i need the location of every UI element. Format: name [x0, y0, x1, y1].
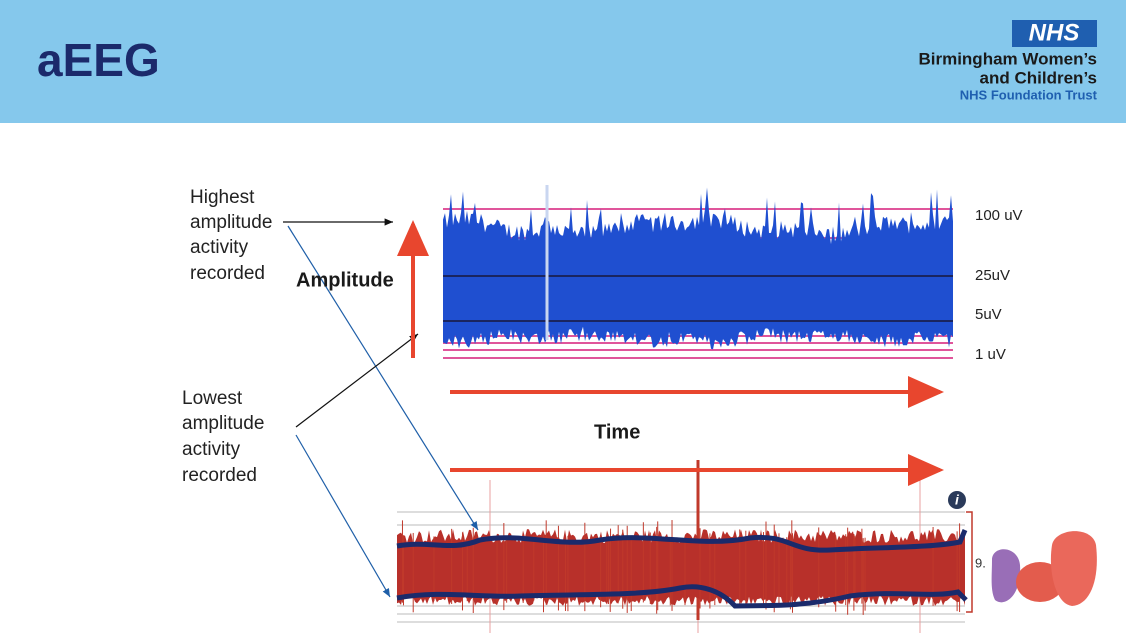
slide-title: aEEG — [37, 34, 160, 86]
scale-label: 5uV — [975, 306, 1002, 323]
decoration-leaves — [991, 531, 1097, 606]
annotation-line: activity — [182, 439, 241, 460]
annotation-line: Highest — [190, 187, 255, 208]
logo-subtitle: NHS Foundation Trust — [960, 87, 1098, 102]
scale-label: 100 uV — [975, 207, 1023, 224]
annotation-line: Lowest — [182, 388, 243, 409]
header-band — [0, 0, 1126, 123]
pointer-arrow — [295, 434, 391, 598]
annotation-line: recorded — [182, 465, 257, 486]
envelope-upper — [396, 529, 968, 553]
time-label: Time — [594, 421, 640, 443]
pointer-arrow — [295, 333, 419, 428]
leaf — [1050, 531, 1097, 606]
nhs-badge-box — [1012, 20, 1097, 47]
annotation-line: amplitude — [182, 413, 264, 434]
annotation-line: amplitude — [190, 212, 272, 233]
annotation-line: activity — [190, 237, 249, 258]
eeg-band — [443, 187, 953, 350]
logo-line: Birmingham Women’s — [918, 49, 1097, 68]
logo-line: and Children’s — [980, 68, 1097, 87]
envelope-lower — [396, 584, 968, 609]
aeeg-trace-top — [443, 185, 953, 359]
annotation-line: recorded — [190, 263, 265, 284]
aeeg-trace-bottom — [396, 460, 968, 633]
scale-label: 1 uV — [975, 346, 1006, 363]
amplitude-label: Amplitude — [296, 269, 394, 291]
scale-bracket — [966, 511, 973, 613]
info-icon-text: i — [955, 492, 960, 508]
pointer-arrow — [287, 225, 479, 531]
leaf — [991, 549, 1021, 603]
scale-label: 25uV — [975, 267, 1010, 284]
nhs-badge: NHS — [1029, 19, 1080, 46]
trace-label: 9.4 — [975, 555, 993, 570]
info-icon — [948, 491, 966, 509]
